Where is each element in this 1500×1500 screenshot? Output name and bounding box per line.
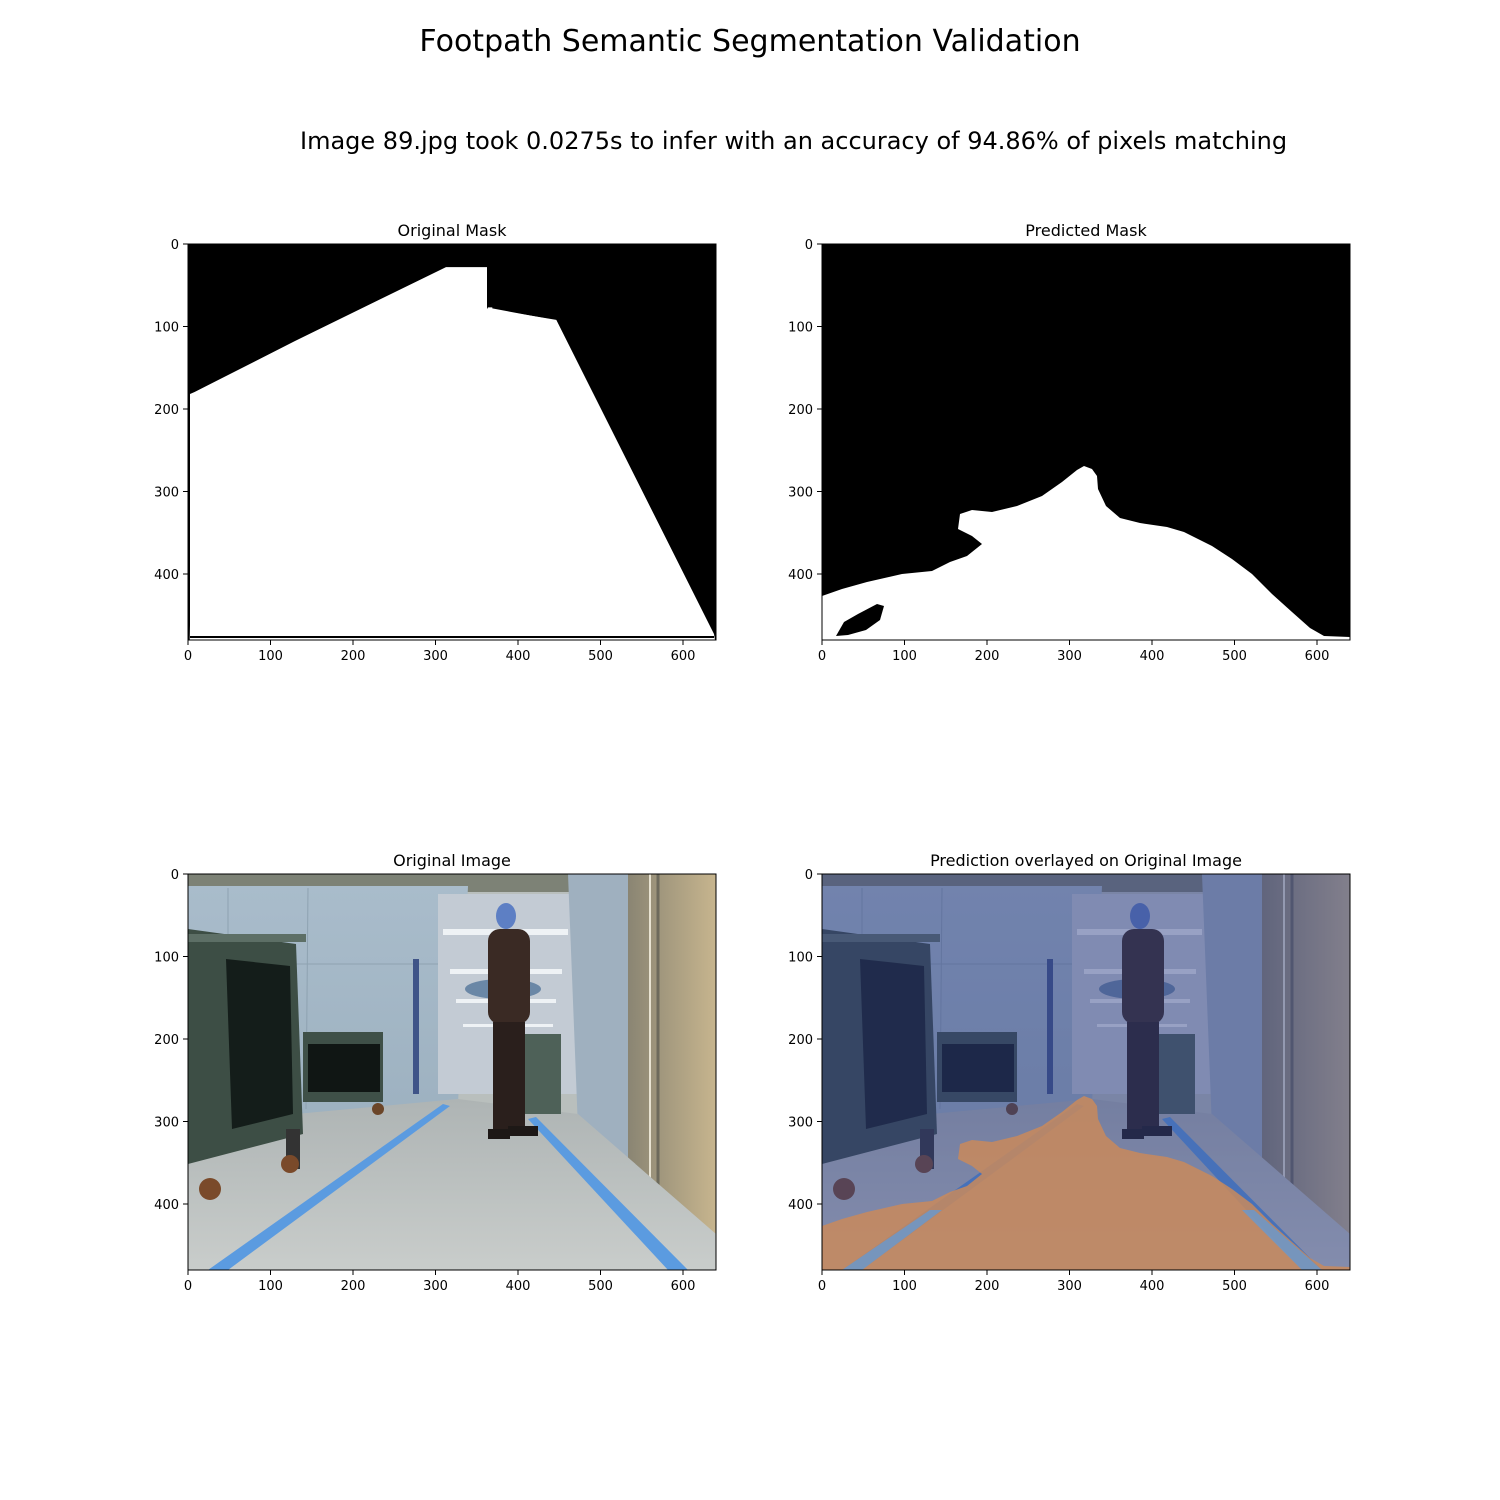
y-tick-label: 200 [788, 1033, 813, 1048]
y-tick-label: 0 [171, 868, 179, 883]
y-axis: 0 100 200 300 400 [788, 868, 822, 1213]
panel-original-image: Original Image 0 100 200 300 400 500 600 0 100 2… [154, 851, 717, 1294]
panel-original-mask: Original Mask 0 100 200 300 400 500 600 0 100 20… [154, 221, 717, 664]
panel-title: Prediction overlayed on Original Image [930, 851, 1242, 870]
y-tick-label: 100 [154, 321, 179, 336]
floor-tape-right [1242, 1210, 1322, 1270]
x-tick-label: 600 [1305, 1279, 1330, 1294]
x-tick-label: 300 [1057, 649, 1082, 664]
false-negative-hole [836, 604, 884, 636]
y-tick-label: 400 [788, 1198, 813, 1213]
x-tick-label: 500 [588, 1279, 613, 1294]
x-tick-label: 0 [818, 1279, 826, 1294]
y-tick-label: 400 [154, 568, 179, 583]
y-tick-label: 200 [788, 403, 813, 418]
y-tick-label: 300 [788, 1116, 813, 1131]
mask-bottom-strip [190, 636, 714, 638]
y-tick-label: 0 [171, 238, 179, 253]
y-tick-label: 0 [805, 238, 813, 253]
y-tick-label: 300 [154, 486, 179, 501]
y-tick-label: 400 [788, 568, 813, 583]
x-tick-label: 500 [588, 649, 613, 664]
panel-title: Original Mask [398, 221, 508, 240]
x-tick-label: 300 [423, 649, 448, 664]
corridor-photo [188, 874, 716, 1270]
x-axis: 0 100 200 300 400 500 600 [818, 640, 1330, 664]
floor-tape-left [842, 1210, 942, 1270]
x-tick-label: 400 [1140, 1279, 1165, 1294]
y-tick-label: 400 [154, 1198, 179, 1213]
x-tick-label: 300 [423, 1279, 448, 1294]
figure-title: Footpath Semantic Segmentation Validatio… [419, 24, 1081, 59]
x-tick-label: 0 [818, 649, 826, 664]
y-tick-label: 300 [788, 486, 813, 501]
image-frame [821, 873, 1351, 1271]
image-frame [187, 873, 717, 1271]
x-axis: 0 100 200 300 400 500 600 [184, 640, 696, 664]
x-tick-label: 100 [892, 649, 917, 664]
footpath-region [190, 267, 715, 640]
x-tick-label: 0 [184, 1279, 192, 1294]
y-tick-label: 200 [154, 1033, 179, 1048]
mask-frame [187, 243, 717, 641]
x-tick-label: 500 [1222, 1279, 1247, 1294]
footpath-region [822, 466, 1350, 640]
y-tick-label: 300 [154, 1116, 179, 1131]
panel-title: Original Image [393, 851, 511, 870]
mask-frame [821, 243, 1351, 641]
x-tick-label: 400 [506, 649, 531, 664]
x-tick-label: 600 [671, 1279, 696, 1294]
x-tick-label: 100 [258, 1279, 283, 1294]
y-axis: 0 100 200 300 400 [154, 868, 188, 1213]
x-tick-label: 600 [1305, 649, 1330, 664]
overlay-photo [822, 874, 1350, 1270]
y-tick-label: 100 [788, 951, 813, 966]
x-tick-label: 600 [671, 649, 696, 664]
x-tick-label: 100 [892, 1279, 917, 1294]
x-tick-label: 100 [258, 649, 283, 664]
x-tick-label: 500 [1222, 649, 1247, 664]
y-tick-label: 100 [154, 951, 179, 966]
x-axis: 0 100 200 300 400 500 600 [818, 1270, 1330, 1294]
figure-subtitle: Image 89.jpg took 0.0275s to infer with … [300, 127, 1288, 155]
panel-predicted-mask: Predicted Mask 0 100 200 300 400 500 600 0 100 2… [788, 221, 1351, 664]
y-axis: 0 100 200 300 400 [154, 238, 188, 583]
x-tick-label: 0 [184, 649, 192, 664]
x-tick-label: 400 [506, 1279, 531, 1294]
y-axis: 0 100 200 300 400 [788, 238, 822, 583]
overlay-footpath-region [822, 1096, 1350, 1270]
y-tick-label: 0 [805, 868, 813, 883]
x-tick-label: 200 [341, 1279, 366, 1294]
x-axis: 0 100 200 300 400 500 600 [184, 1270, 696, 1294]
x-tick-label: 300 [1057, 1279, 1082, 1294]
panel-title: Predicted Mask [1025, 221, 1147, 240]
x-tick-label: 200 [341, 649, 366, 664]
y-tick-label: 100 [788, 321, 813, 336]
x-tick-label: 200 [975, 1279, 1000, 1294]
x-tick-label: 400 [1140, 649, 1165, 664]
panel-prediction-overlay: Prediction overlayed on Original Image 0… [788, 851, 1351, 1294]
y-tick-label: 200 [154, 403, 179, 418]
x-tick-label: 200 [975, 649, 1000, 664]
